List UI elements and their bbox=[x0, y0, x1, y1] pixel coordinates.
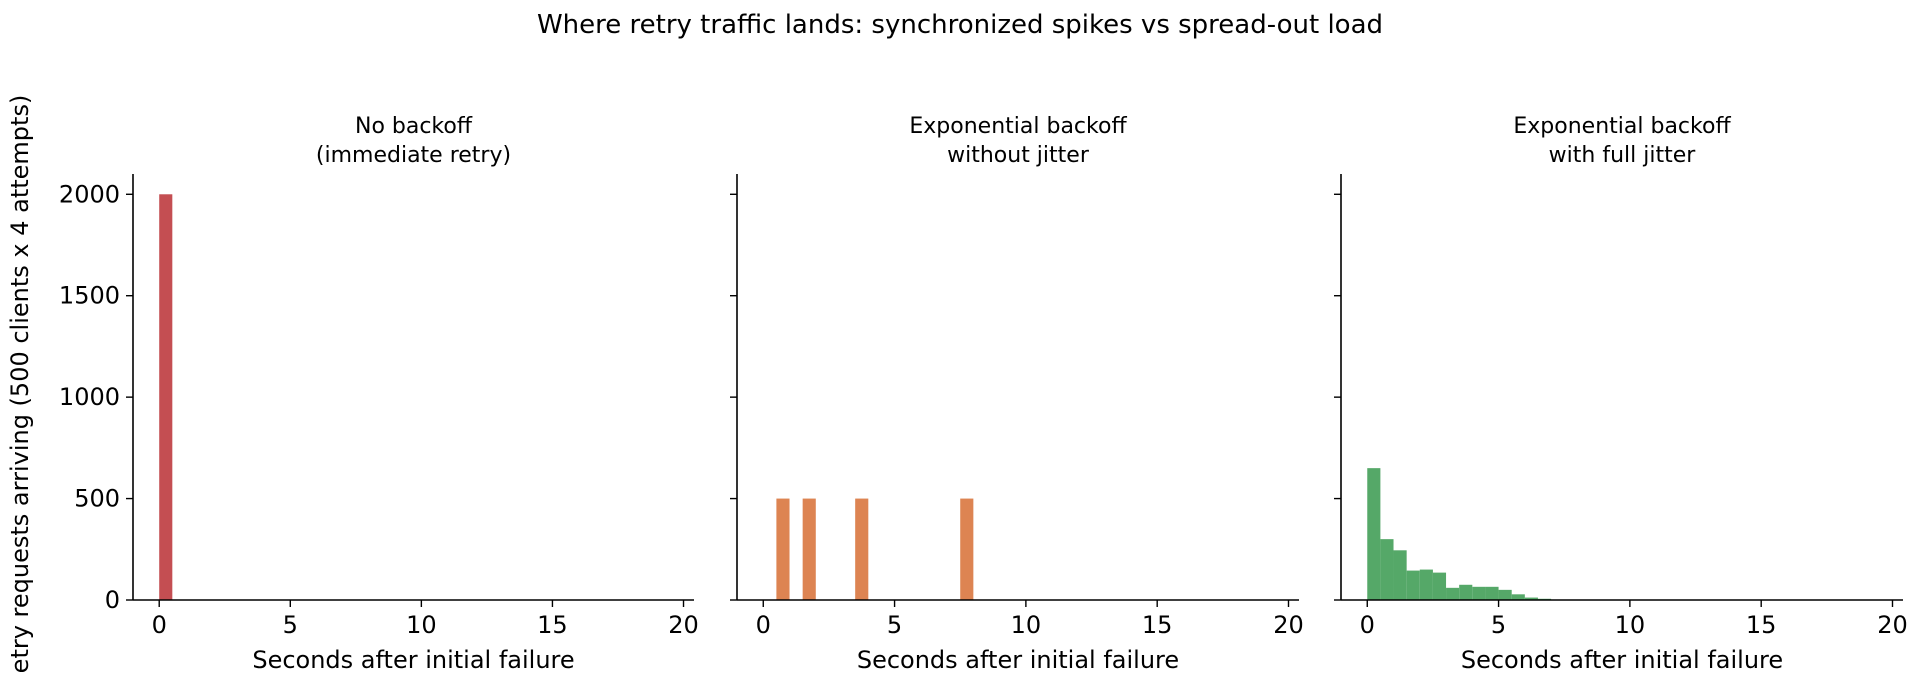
histogram-bar bbox=[1420, 570, 1433, 600]
histogram-bar bbox=[1394, 550, 1407, 600]
histogram-bar bbox=[1407, 571, 1420, 600]
x-tick-label: 10 bbox=[1615, 611, 1646, 639]
y-tick-label: 2000 bbox=[59, 180, 120, 208]
x-axis-label: Seconds after initial failure bbox=[857, 646, 1179, 674]
y-tick-label: 0 bbox=[105, 586, 120, 614]
x-tick-label: 0 bbox=[1360, 611, 1375, 639]
histogram-bar bbox=[960, 499, 973, 600]
x-tick-label: 10 bbox=[1011, 611, 1042, 639]
histogram-bar bbox=[1367, 468, 1380, 600]
x-axis-label: Seconds after initial failure bbox=[1461, 646, 1783, 674]
y-tick-label: 500 bbox=[74, 485, 120, 513]
histogram-bar bbox=[1446, 588, 1459, 600]
histogram-bar bbox=[1380, 539, 1393, 600]
histogram-bar bbox=[1499, 590, 1512, 600]
chart-panel-1: 0 5 10 15 20 0 500 1000 1500 2000 No backoff (immed… bbox=[59, 114, 699, 674]
chart-panel-3: 0 5 10 15 20 Exponential backoff with full jit… bbox=[1334, 114, 1908, 674]
x-tick-label: 5 bbox=[1491, 611, 1506, 639]
panel-title-line: Exponential backoff bbox=[909, 114, 1127, 139]
x-tick-label: 0 bbox=[756, 611, 771, 639]
x-tick-label: 20 bbox=[1273, 611, 1304, 639]
panel-title-line: Exponential backoff bbox=[1513, 114, 1731, 139]
x-tick-label: 20 bbox=[668, 611, 699, 639]
x-tick-label: 20 bbox=[1877, 611, 1908, 639]
panel-title-line: (immediate retry) bbox=[316, 143, 511, 168]
histogram-bar bbox=[1459, 585, 1472, 600]
x-tick-label: 0 bbox=[152, 611, 167, 639]
histogram-bar bbox=[1433, 573, 1446, 600]
figure-title: Where retry traffic lands: synchronized … bbox=[537, 10, 1383, 40]
histogram-bar bbox=[803, 499, 816, 600]
histogram-bar bbox=[1512, 594, 1525, 600]
histogram-bar bbox=[776, 499, 789, 600]
chart-panel-2: 0 5 10 15 20 Exponential backoff without jitte… bbox=[730, 114, 1304, 674]
x-tick-label: 5 bbox=[283, 611, 298, 639]
x-tick-label: 15 bbox=[1746, 611, 1777, 639]
histogram-bar bbox=[855, 499, 868, 600]
y-tick-label: 1500 bbox=[59, 282, 120, 310]
x-tick-label: 15 bbox=[1142, 611, 1173, 639]
panel-title-line: No backoff bbox=[355, 114, 473, 139]
x-axis-label: Seconds after initial failure bbox=[252, 646, 574, 674]
figure-ylabel: etry requests arriving (500 clients x 4 … bbox=[6, 95, 34, 674]
histogram-bar bbox=[1472, 587, 1485, 600]
panel-title-line: without jitter bbox=[947, 143, 1090, 168]
x-tick-label: 5 bbox=[887, 611, 902, 639]
y-tick-label: 1000 bbox=[59, 383, 120, 411]
x-tick-label: 15 bbox=[537, 611, 568, 639]
x-tick-label: 10 bbox=[406, 611, 437, 639]
histogram-bar bbox=[1485, 587, 1498, 600]
histogram-bar bbox=[159, 194, 172, 600]
panel-title-line: with full jitter bbox=[1549, 143, 1697, 168]
